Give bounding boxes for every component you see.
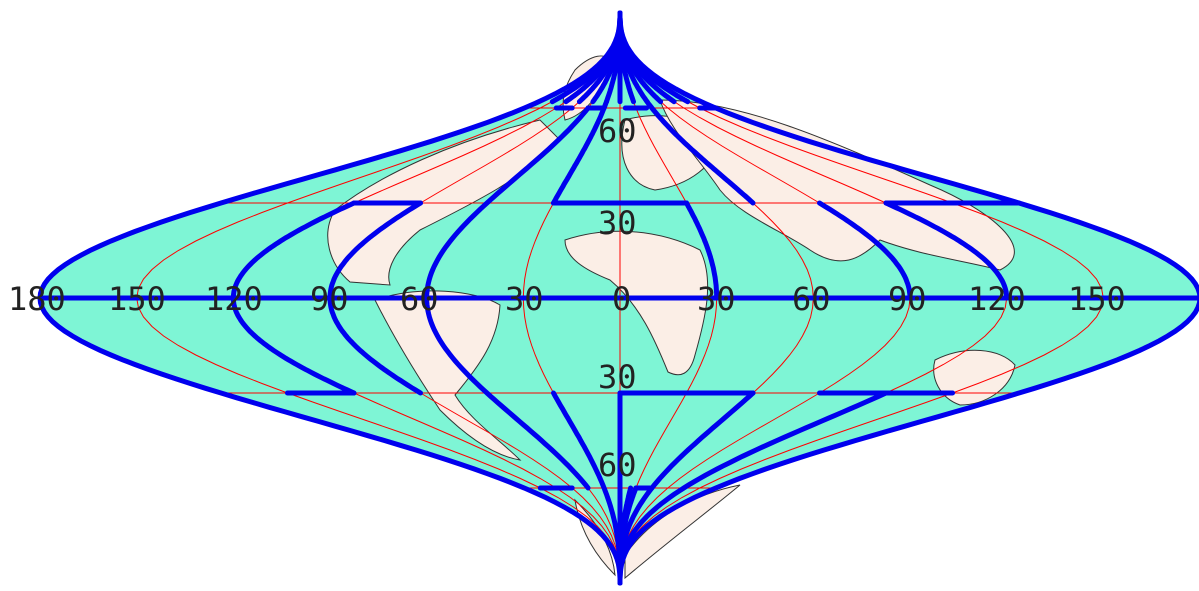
interruption-meridian	[617, 295, 1199, 586]
interruption-meridian	[424, 105, 591, 301]
interruption-meridian	[37, 295, 623, 586]
interruption-meridian	[230, 295, 357, 396]
interruption-meridian	[424, 295, 591, 491]
longitude-label: 30	[697, 280, 736, 318]
graticule-labels: 180 150 120 90 60 30 0 30 60 90 120 150 60 30 30 60	[8, 112, 1126, 484]
interruption-meridian	[37, 10, 623, 301]
interruption-meridian	[684, 200, 720, 301]
interruption-meridian	[327, 200, 423, 301]
longitude-label: 60	[400, 280, 439, 318]
latitude-label: 60	[598, 112, 637, 150]
longitude-label: 120	[205, 280, 263, 318]
landmass-africa	[564, 230, 709, 376]
interruption-meridian	[617, 390, 889, 586]
interruption-meridian	[327, 295, 423, 396]
longitude-label: 60	[792, 280, 831, 318]
longitude-label: 90	[310, 280, 349, 318]
longitude-label: 120	[968, 280, 1026, 318]
interruption-meridian	[883, 200, 1010, 301]
longitude-label: 150	[1068, 280, 1126, 318]
latitude-label: 60	[598, 446, 637, 484]
interruption-meridian	[644, 99, 756, 206]
latitude-label: 30	[598, 358, 637, 396]
longitude-label: 0	[612, 280, 631, 318]
longitude-label: 30	[505, 280, 544, 318]
longitude-label: 180	[8, 280, 66, 318]
longitude-label: 150	[108, 280, 166, 318]
interruption-meridian	[551, 99, 609, 206]
landmass-antarctica-east	[624, 484, 741, 580]
latitude-label: 30	[598, 204, 637, 242]
interruption-meridian	[817, 200, 913, 301]
interruption-meridian	[230, 200, 357, 301]
interruption-meridian	[617, 10, 1199, 301]
longitude-label: 90	[888, 280, 927, 318]
interruption-lines	[37, 10, 1199, 586]
